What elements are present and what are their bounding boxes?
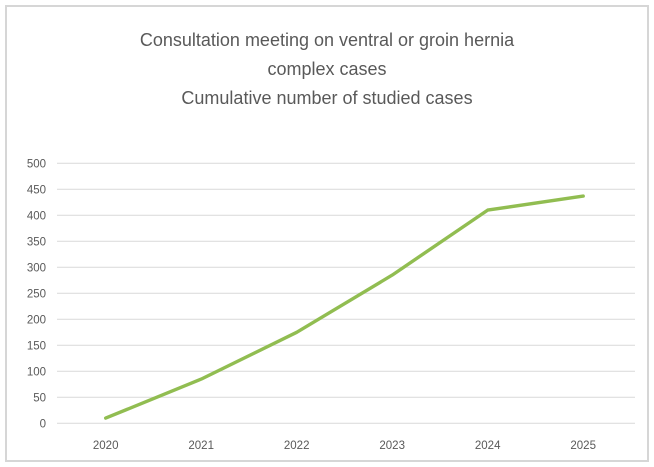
chart-title-subtitle: Cumulative number of studied cases (181, 88, 473, 108)
x-axis-tick-label: 2023 (379, 440, 405, 452)
y-axis-tick-label: 250 (27, 288, 46, 300)
chart-outer-border (5, 5, 649, 462)
y-axis-tick-label: 50 (33, 392, 46, 404)
x-axis-tick-label: 2022 (284, 440, 310, 452)
y-axis-tick-label: 400 (27, 210, 46, 222)
x-axis-tick-label: 2024 (475, 440, 501, 452)
y-axis-tick-label: 300 (27, 262, 46, 274)
y-axis-tick-label: 450 (27, 184, 46, 196)
y-axis-tick-label: 150 (27, 340, 46, 352)
data-series-line (103, 194, 585, 420)
x-axis-tick-label: 2025 (570, 440, 596, 452)
y-axis-tick-label: 200 (27, 314, 46, 326)
y-axis-tick-label: 100 (27, 366, 46, 378)
x-axis-tick-label: 2020 (93, 440, 119, 452)
y-axis-tick-label: 350 (27, 236, 46, 248)
y-axis-tick-label: 500 (27, 158, 46, 170)
y-axis-tick-label: 0 (40, 418, 46, 430)
x-axis-tick-label: 2021 (188, 440, 214, 452)
chart-title: Consultation meeting on ventral or groin… (0, 26, 654, 113)
chart-title-main: Consultation meeting on ventral or groin… (139, 30, 515, 79)
